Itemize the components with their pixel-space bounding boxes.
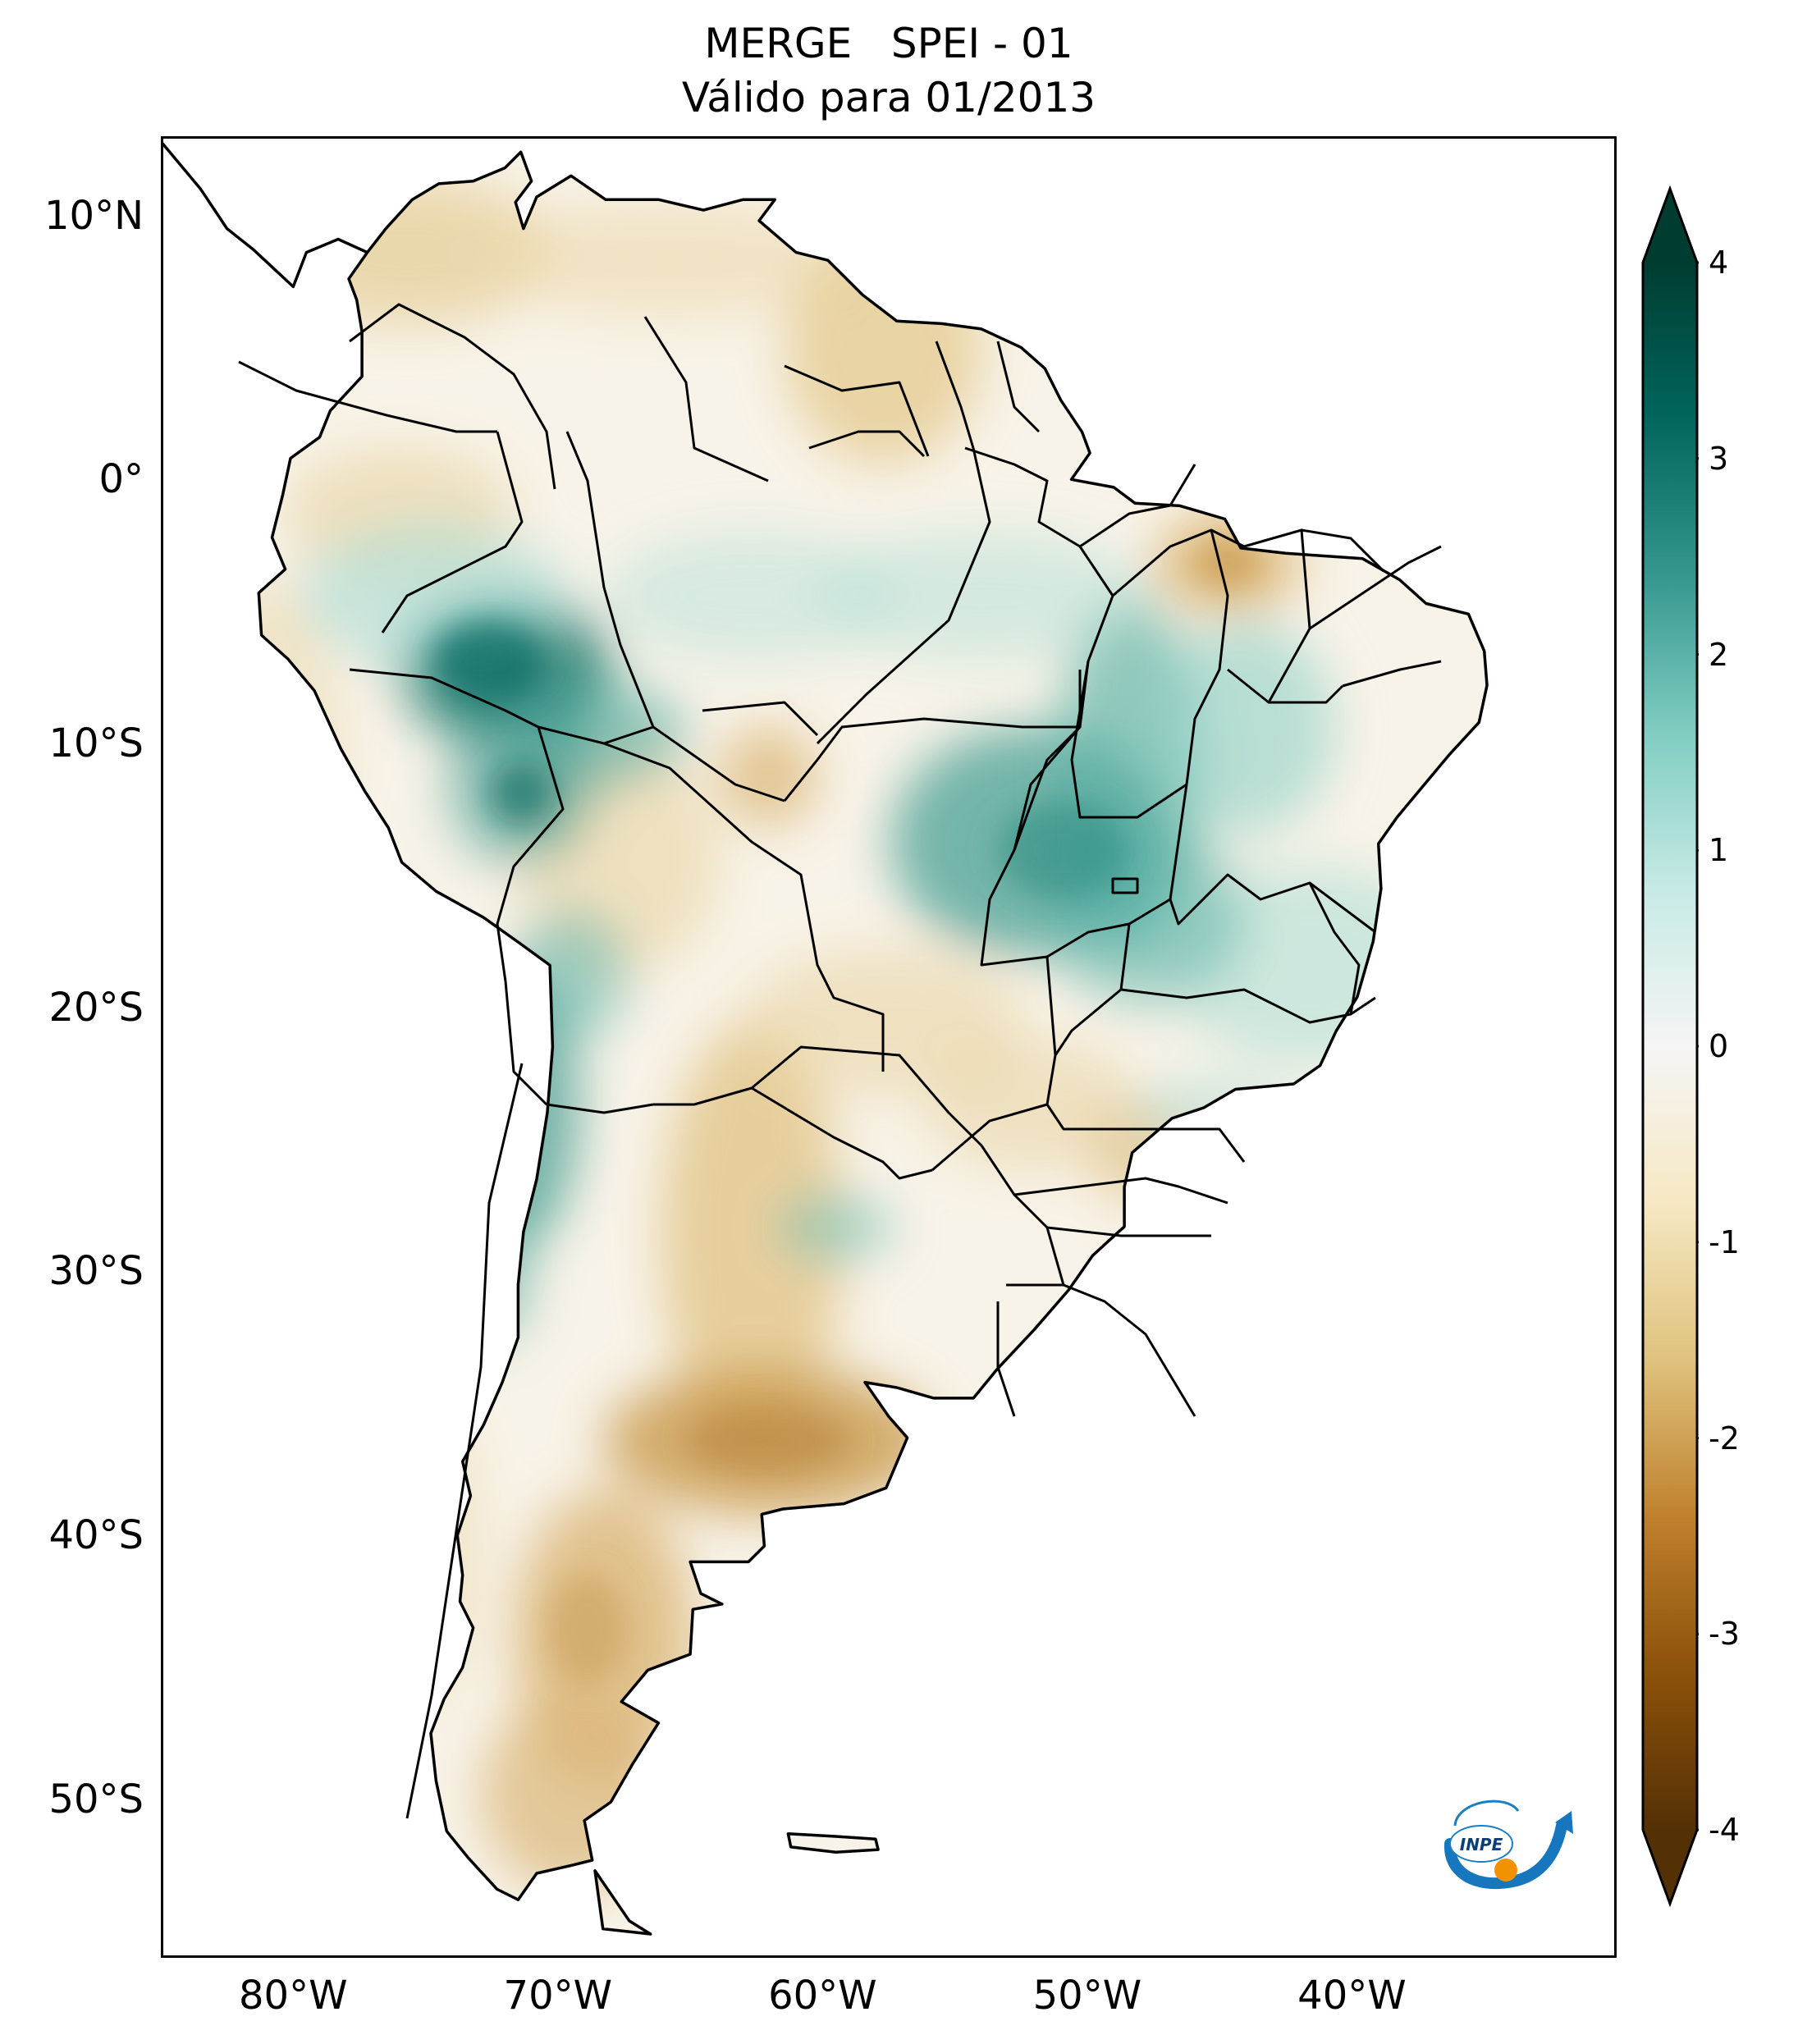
border-peru-colombia-brazil xyxy=(381,431,524,633)
border-suriname xyxy=(935,341,975,449)
political-borders xyxy=(238,303,1442,1819)
border-argentina-brazil xyxy=(980,1145,1065,1286)
logo-swoosh-icon xyxy=(1443,1820,1567,1890)
colorbar xyxy=(1641,185,1699,1908)
logo-orbit-icon xyxy=(1453,1799,1520,1827)
state-border-pernambuco-alagoas xyxy=(1342,660,1442,688)
colorbar-extend-max xyxy=(1643,189,1697,263)
lon-tick-label: 70°W xyxy=(503,1973,613,2019)
colorbar-tick-label: 3 xyxy=(1709,440,1729,477)
colorbar-tick-label: -1 xyxy=(1709,1223,1740,1260)
colorbar-tick-label: -2 xyxy=(1709,1420,1740,1456)
lat-tick-label: 20°S xyxy=(48,984,144,1031)
border-guyana-brazil xyxy=(784,364,930,457)
state-border-ceara-pernambuco xyxy=(1309,545,1442,630)
border-bolivia-chile-argentina xyxy=(504,981,654,1114)
border-bolivia-brazil xyxy=(603,742,885,1072)
fine-anomaly-patches xyxy=(432,538,1260,1687)
colorbar-tick-label: 2 xyxy=(1709,636,1729,673)
state-border-sc-rs xyxy=(1046,1226,1211,1237)
map-title-line-1: MERGE SPEI - 01 xyxy=(704,20,1073,67)
border-chile-argentina xyxy=(405,1063,524,1819)
border-colombia-venezuela xyxy=(349,303,556,490)
colorbar-extend-min xyxy=(1643,1830,1697,1904)
logo-text: INPE xyxy=(1460,1835,1503,1854)
border-venezuela-brazil xyxy=(565,431,785,803)
state-border-para-maranhao xyxy=(1079,464,1196,548)
lat-tick-label: 40°S xyxy=(48,1512,144,1559)
border-peru-bolivia xyxy=(496,726,565,982)
state-border-ceara-rn xyxy=(1301,528,1385,573)
inpe-logo: INPE xyxy=(1443,1799,1573,1890)
border-bolivia-argentina xyxy=(653,1086,753,1106)
state-border-tocantins-bahia xyxy=(1070,661,1187,819)
colorbar-tick-label: -3 xyxy=(1709,1616,1740,1653)
map-plot-area xyxy=(161,136,1617,1958)
border-uruguay-brazil xyxy=(1006,1283,1196,1417)
logo-badge xyxy=(1449,1825,1513,1863)
state-border-amazonas-para xyxy=(816,447,991,745)
state-border-sp-parana xyxy=(1045,1104,1246,1163)
lat-tick-label: 50°S xyxy=(48,1776,144,1822)
logo-arrow-icon xyxy=(1555,1811,1573,1834)
federal-district-outline xyxy=(1111,877,1139,894)
lon-tick-label: 40°W xyxy=(1297,1973,1407,2019)
lat-tick-label: 10°N xyxy=(44,192,144,239)
state-border-bahia-minas xyxy=(1169,784,1376,934)
lon-tick-label: 80°W xyxy=(238,1973,348,2019)
lat-tick-label: 30°S xyxy=(48,1248,144,1295)
lat-tick-label: 10°S xyxy=(48,720,144,766)
border-uruguay-argentina xyxy=(996,1301,1016,1417)
border-french-guiana xyxy=(996,341,1041,433)
lon-tick-label: 50°W xyxy=(1032,1973,1142,2019)
colorbar-gradient xyxy=(1643,263,1697,1830)
colorbar-tick-label: 1 xyxy=(1709,832,1729,869)
state-border-bahia-pernambuco xyxy=(1269,684,1344,704)
axes-frame xyxy=(161,136,1617,1958)
state-border-amapa-para xyxy=(964,446,1081,548)
border-paraguay-bolivia xyxy=(751,1045,983,1147)
border-paraguay-brazil xyxy=(931,1054,1057,1172)
colorbar-tick-label: -4 xyxy=(1709,1812,1740,1848)
state-border-roraima-amazonas xyxy=(808,430,926,458)
map-title-line-2: Válido para 01/2013 xyxy=(681,74,1096,121)
colorbar-tick-label: 4 xyxy=(1709,245,1729,281)
lon-tick-label: 60°W xyxy=(768,1973,877,2019)
border-peru-brazil xyxy=(349,668,654,745)
state-border-goias-ms xyxy=(1054,923,1131,1056)
border-colombia-ecuador-peru xyxy=(238,360,497,433)
state-border-maranhao-tocantins xyxy=(1112,528,1245,597)
state-border-tocantins-goias-west xyxy=(1013,725,1082,851)
state-border-minas-es-rj xyxy=(1308,882,1376,1016)
border-venezuela-guyana xyxy=(643,316,769,482)
state-border-minas-sp xyxy=(1120,988,1352,1024)
logo-sun-icon xyxy=(1494,1859,1517,1882)
state-border-para-tocantins xyxy=(1078,546,1114,728)
coastline xyxy=(161,140,1489,1936)
colorbar-tick-label: 0 xyxy=(1709,1028,1729,1064)
lat-tick-label: 0° xyxy=(98,456,144,503)
border-paraguay-argentina xyxy=(751,1086,933,1180)
state-border-acre-rondonia xyxy=(702,701,819,737)
state-border-parana-sc xyxy=(1013,1177,1228,1205)
state-border-maranhao-piaui xyxy=(1185,529,1229,785)
state-border-goias-minas xyxy=(1046,898,1171,958)
